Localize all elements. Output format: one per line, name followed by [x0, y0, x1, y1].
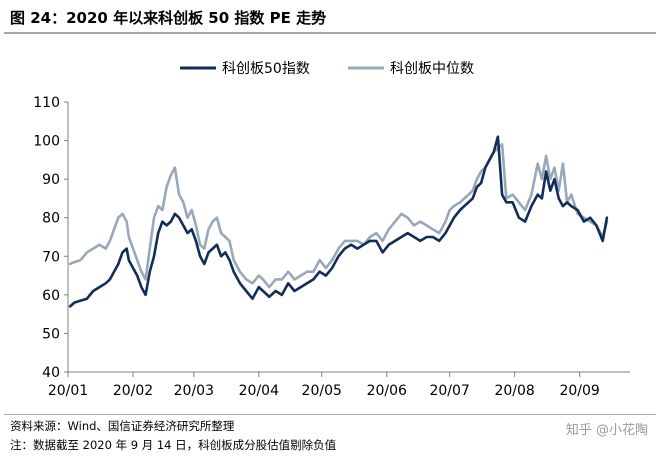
y-tick-label: 110 [33, 95, 60, 111]
x-tick-label: 20/06 [367, 383, 407, 399]
figure-title: 图 24：2020 年以来科创板 50 指数 PE 走势 [10, 9, 327, 27]
legend-label-2: 科创板中位数 [390, 61, 474, 77]
y-tick-label: 40 [42, 365, 60, 381]
y-tick-label: 70 [42, 249, 60, 265]
x-tick-label: 20/09 [559, 383, 599, 399]
x-tick-label: 20/03 [174, 383, 214, 399]
series-line-1 [68, 135, 609, 308]
x-tick-label: 20/01 [48, 383, 88, 399]
chart-lines [68, 135, 609, 308]
data-note: 注：数据截至 2020 年 9 月 14 日，科创板成分股估值剔除负值 [10, 438, 337, 452]
pe-line-chart: 科创板50指数 科创板中位数 40 50 60 70 80 90 100 110 20/01 20/… [33, 61, 630, 399]
x-tick-label: 20/05 [302, 383, 342, 399]
x-tick-label: 20/07 [429, 383, 469, 399]
chart-axes: 40 50 60 70 80 90 100 110 20/01 20/02 20/03 20/04 20… [33, 95, 630, 399]
series-line-2 [68, 143, 609, 289]
x-tick-label: 20/02 [113, 383, 153, 399]
y-tick-label: 100 [33, 134, 60, 150]
legend-label-1: 科创板50指数 [222, 61, 310, 77]
watermark: 知乎 @小花陶 [565, 423, 648, 438]
y-tick-label: 60 [42, 288, 60, 304]
source-divider [4, 414, 656, 415]
x-tick-label: 20/08 [494, 383, 534, 399]
source-note: 资料来源：Wind、国信证券经济研究所整理 [10, 419, 235, 433]
figure-title-bar: 图 24：2020 年以来科创板 50 指数 PE 走势 [4, 4, 656, 34]
y-tick-label: 50 [42, 326, 60, 342]
y-tick-label: 90 [42, 172, 60, 188]
y-tick-label: 80 [42, 211, 60, 227]
chart-legend: 科创板50指数 科创板中位数 [180, 61, 474, 77]
x-tick-label: 20/04 [239, 383, 279, 399]
